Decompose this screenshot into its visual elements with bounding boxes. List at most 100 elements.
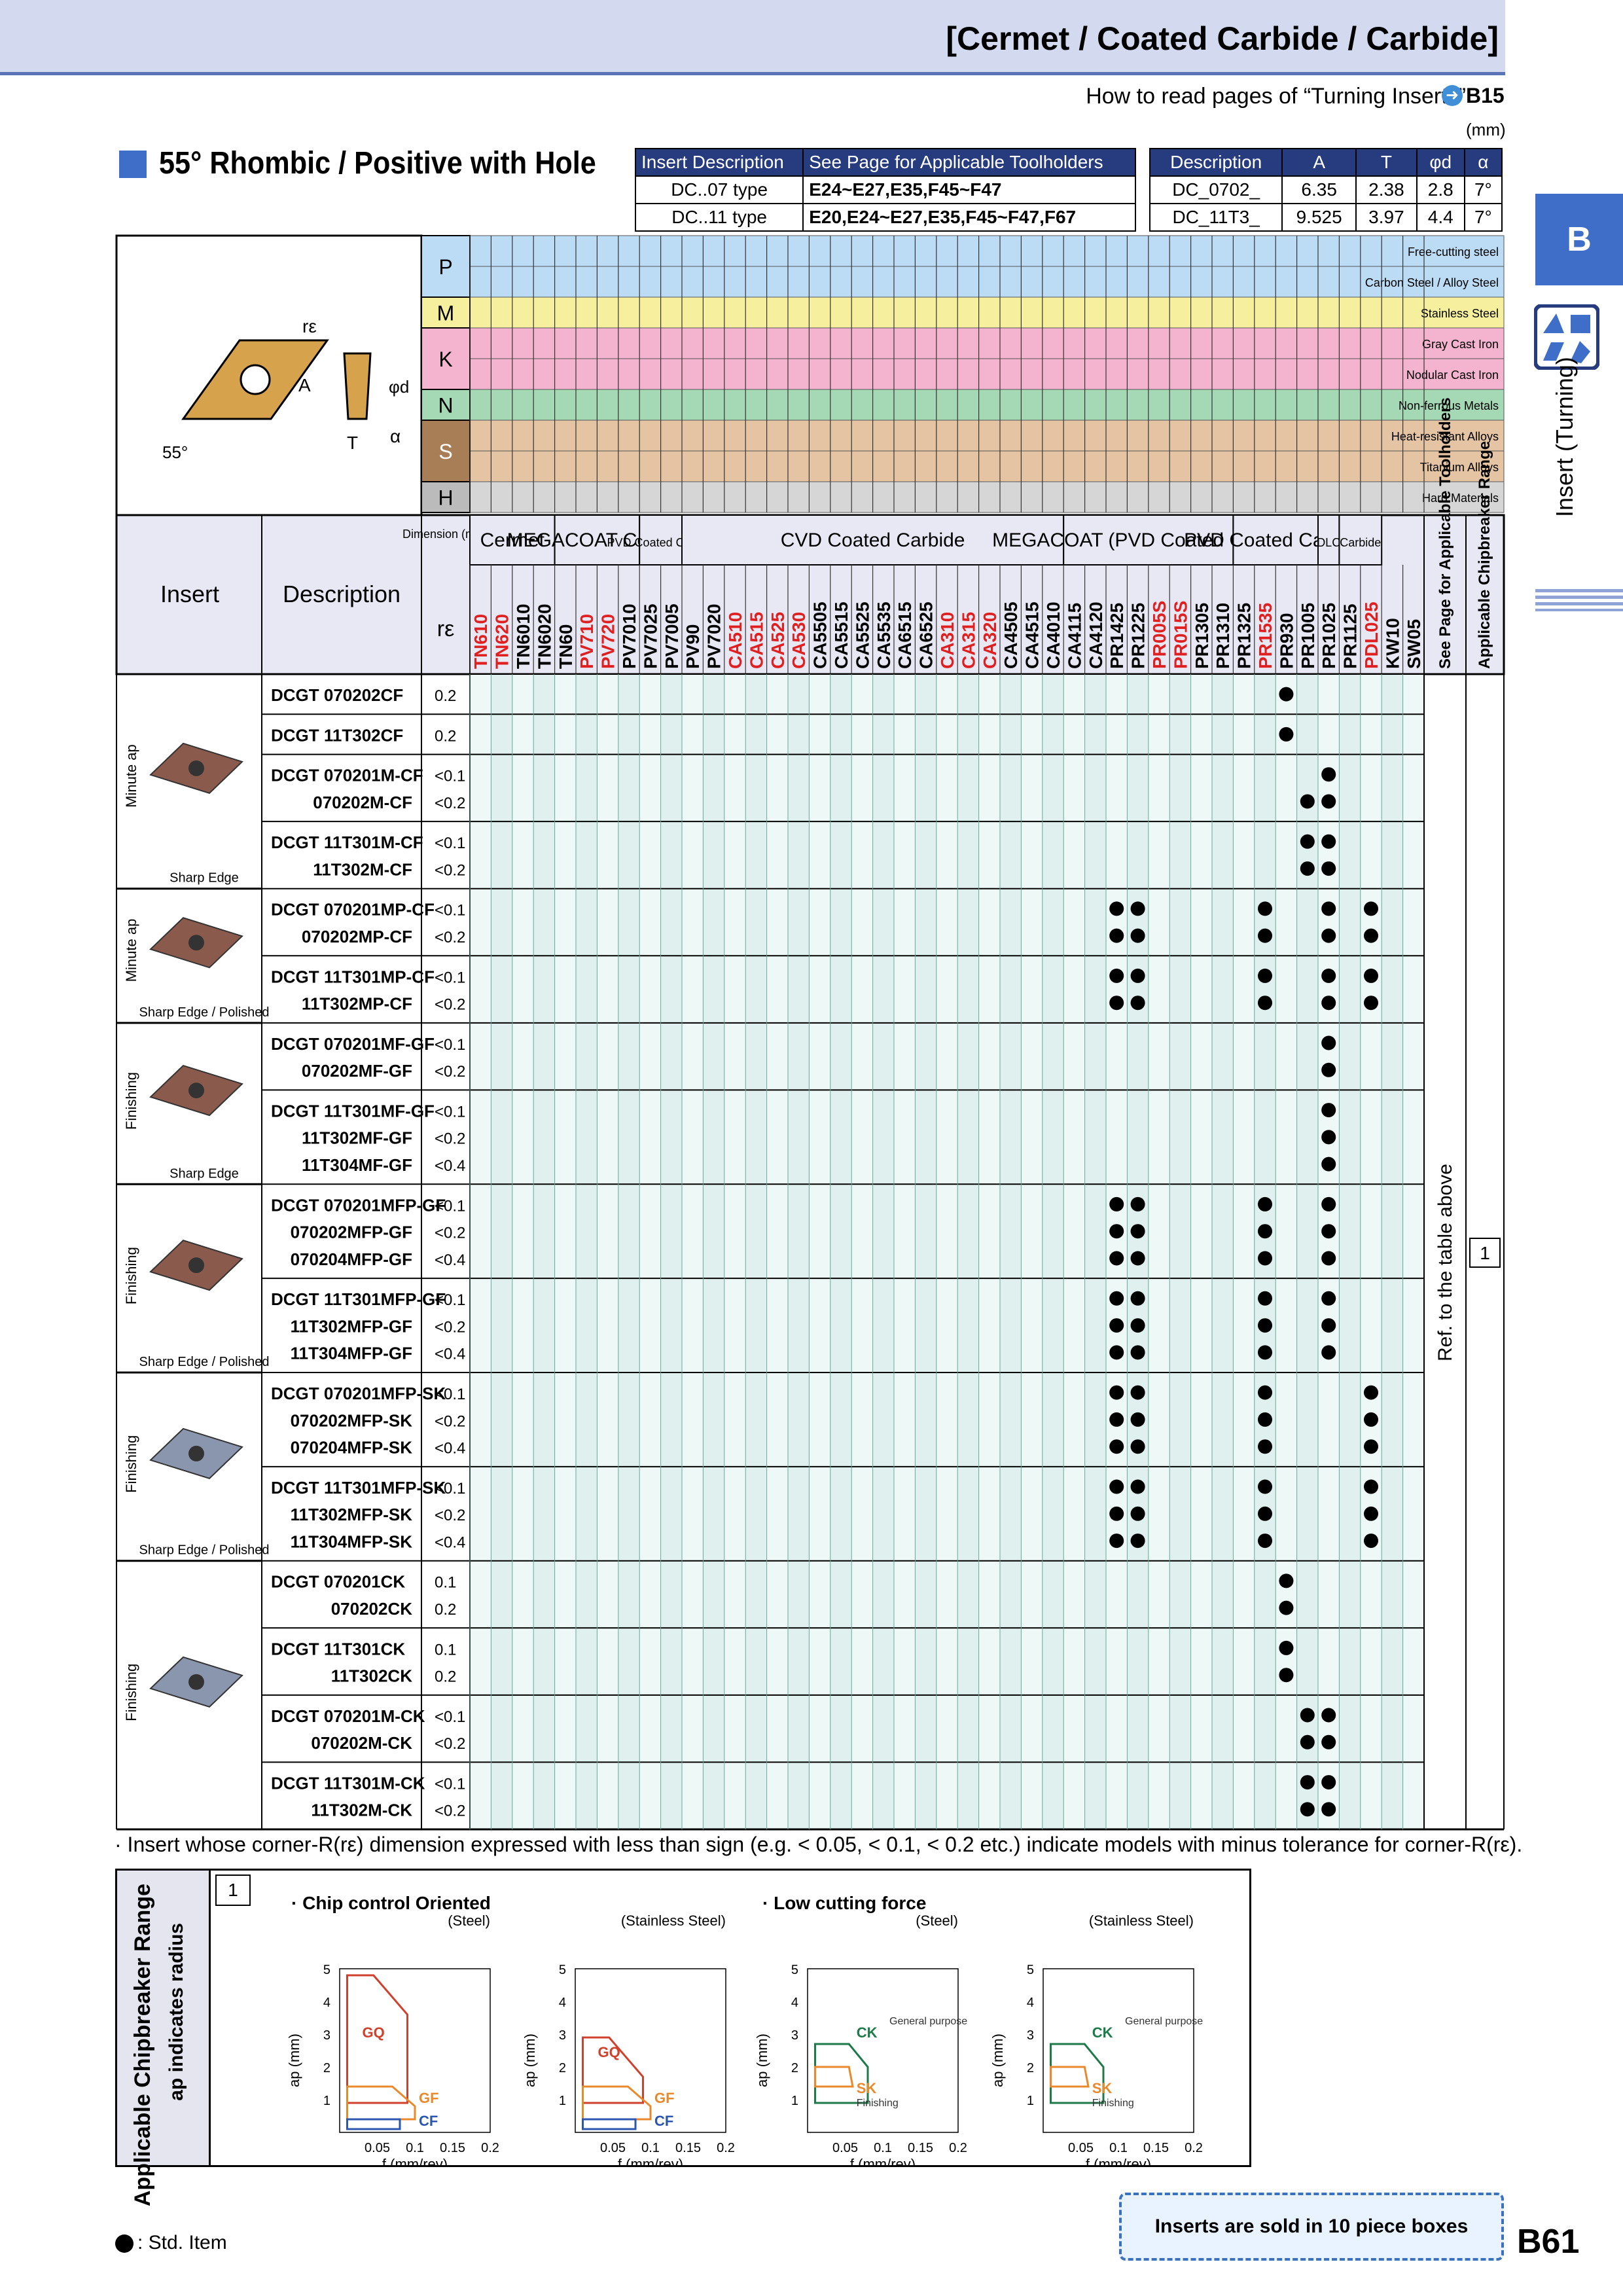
y-tick: 3 — [559, 2028, 566, 2043]
material-code: P — [438, 255, 452, 279]
std-item-dot — [1258, 1291, 1272, 1306]
grade-column-fill — [660, 674, 682, 1829]
grade-name: TN6010 — [513, 603, 533, 669]
grade-column-fill — [788, 674, 810, 1829]
insert-description: DCGT 11T301MF-GF — [271, 1101, 435, 1121]
material-name: Heat-resistant Alloys — [1391, 430, 1499, 443]
grade-name: CA6525 — [916, 601, 936, 669]
grade-column-fill — [957, 674, 979, 1829]
chipbreaker-category: Finishing — [123, 1435, 139, 1493]
grade-name: CA515 — [746, 612, 766, 669]
desc-header: Insert Description — [634, 148, 804, 177]
grade-name: CA525 — [768, 612, 788, 669]
y-tick: 2 — [559, 2061, 566, 2075]
toolholder-pages[interactable]: E24~E27,E35,F45~F47 — [802, 175, 1136, 204]
std-item-dot — [1130, 901, 1145, 916]
grade-name: TN6020 — [534, 603, 554, 669]
region-note: Finishing — [1092, 2098, 1134, 2109]
dim-header: A — [1281, 148, 1357, 177]
std-item-dot — [1258, 1224, 1272, 1239]
how-to-read-page[interactable]: B15 — [1466, 84, 1505, 107]
grade-column-fill — [1021, 674, 1043, 1829]
material-code: K — [438, 348, 452, 371]
grade-name: CA320 — [980, 612, 1000, 669]
header-band — [0, 0, 1505, 75]
std-item-dot — [1130, 1439, 1145, 1454]
corner-radius-value: 0.2 — [435, 727, 456, 745]
grade-table: Free-cutting steel Carbon Steel / Alloy S… — [115, 234, 1505, 1831]
edge-type: Sharp Edge — [169, 1166, 239, 1181]
y-label: ap (mm) — [286, 2034, 302, 2087]
grade-column-fill — [1084, 674, 1106, 1829]
insert-description: DCGT 11T301MFP-SK — [271, 1478, 446, 1498]
corner-radius-value: <0.1 — [435, 969, 465, 986]
std-item-dot — [1130, 1251, 1145, 1266]
corner-radius-value: <0.2 — [435, 1130, 465, 1148]
insert-description: DCGT 11T301M-CF — [271, 833, 423, 852]
re-header: rε — [437, 617, 454, 641]
grade-column-fill — [1233, 674, 1255, 1829]
dim-cell: 7° — [1463, 203, 1503, 232]
std-item-dot — [1364, 1412, 1378, 1427]
insert-description: 11T302M-CK — [311, 1801, 412, 1820]
insert-description: 11T302MFP-SK — [291, 1505, 413, 1524]
std-item-dot — [1130, 1291, 1145, 1306]
grade-column-fill — [894, 674, 916, 1829]
chart-frame — [807, 1968, 959, 2133]
std-item-dot — [1130, 1196, 1145, 1211]
std-item-dot — [1364, 1385, 1378, 1400]
std-item-text: : Std. Item — [137, 2232, 227, 2253]
grade-name: CA310 — [937, 612, 957, 669]
region-label: SK — [857, 2080, 877, 2096]
corner-radius-value: <0.1 — [435, 1708, 465, 1726]
corner-radius-value: <0.4 — [435, 1251, 465, 1269]
std-item-dot — [1109, 1251, 1124, 1266]
x-tick: 0.15 — [440, 2141, 465, 2155]
section-tab-b[interactable]: B — [1535, 194, 1623, 285]
dim-cell: DC_0702_ — [1149, 175, 1283, 204]
insert-description: 11T302M-CF — [313, 859, 412, 879]
chip-section-2: · Low cutting force — [762, 1893, 927, 1913]
grade-group-header — [554, 514, 641, 565]
std-item-dot — [1258, 996, 1272, 1011]
insert-description: DCGT 11T301MFP-GF — [271, 1289, 446, 1309]
material-name: Free-cutting steel — [1408, 245, 1499, 259]
see-page-header: See Page for Applicable Toolholders — [1436, 397, 1454, 669]
dim-header: T — [1355, 148, 1418, 177]
grade-column-fill — [724, 674, 746, 1829]
grade-name: PR1225 — [1128, 603, 1149, 669]
grade-group-label: DLC — [1317, 536, 1340, 549]
dim-cell: 6.35 — [1281, 175, 1357, 204]
insert-description: 070202MFP-SK — [291, 1410, 413, 1430]
grade-name: CA4120 — [1086, 601, 1106, 669]
how-to-read-link[interactable]: How to read pages of “Turning Inserts” — [1086, 84, 1466, 109]
turning-insert-icon — [1534, 304, 1599, 370]
material-code-cell — [421, 327, 471, 390]
toolholder-pages[interactable]: E20,E24~E27,E35,F45~F47,F67 — [802, 203, 1136, 232]
grade-group-header — [1232, 514, 1319, 565]
grade-name: PR1305 — [1192, 603, 1212, 669]
material-code-cell — [421, 389, 471, 421]
grade-name: PR015S — [1170, 601, 1190, 669]
std-item-dot — [1364, 1534, 1378, 1549]
chipbreaker-category: Minute ap — [123, 919, 139, 982]
std-item-dot — [1109, 996, 1124, 1011]
insert-description: 070202MF-GF — [302, 1061, 412, 1081]
region-label: CF — [419, 2113, 438, 2129]
grade-name: PV7005 — [662, 603, 682, 669]
dim-cell: 2.38 — [1355, 175, 1418, 204]
corner-radius-value: <0.1 — [435, 1480, 465, 1498]
ck-region — [1050, 2043, 1105, 2104]
std-item-dot — [1258, 1534, 1272, 1549]
grade-column-fill — [554, 674, 576, 1829]
y-tick: 4 — [791, 1996, 798, 2010]
corner-radius-value: <0.2 — [435, 1803, 465, 1820]
gq-region — [346, 1974, 408, 2104]
grade-name: CA510 — [725, 612, 745, 669]
grade-column-fill — [703, 674, 724, 1829]
grade-name: SW05 — [1404, 619, 1424, 669]
insert-photo-hole — [188, 1257, 204, 1274]
arrow-right-icon[interactable]: ➜ — [1442, 85, 1463, 106]
grade-group-header — [681, 514, 1065, 565]
std-item-dot — [1279, 726, 1294, 742]
